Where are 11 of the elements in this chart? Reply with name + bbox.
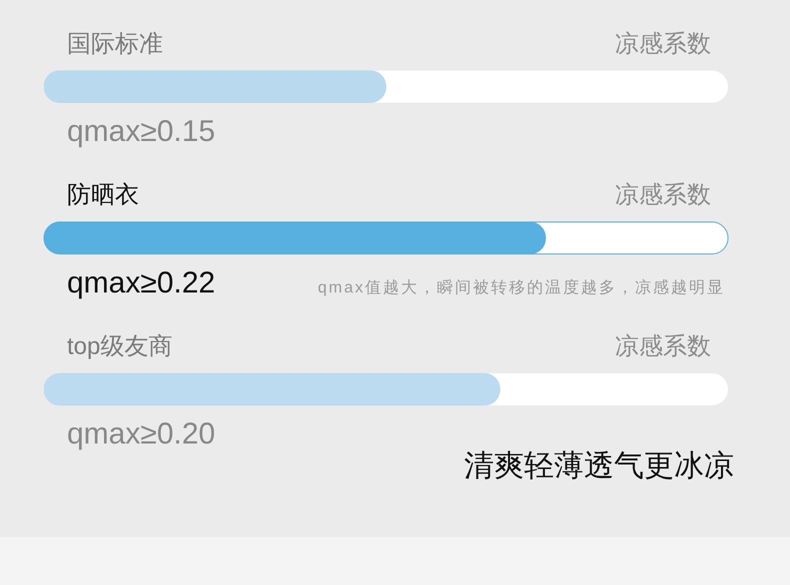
y-tick-label: 防晒衣 (67, 182, 139, 209)
data-label: qmax≥0.20 (67, 418, 216, 451)
y-tick-label: top级友商 (67, 332, 172, 360)
y-tick-label: 国际标准 (67, 30, 163, 58)
annotation: qmax值越大，瞬间被转移的温度越多，凉感越明显 (318, 278, 725, 296)
x-axis-title: 凉感系数 (615, 30, 711, 58)
data-label: qmax≥0.22 (67, 266, 216, 300)
annotation: 清爽轻薄透气更冰凉 (464, 449, 734, 482)
data-label: qmax≥0.15 (67, 114, 216, 148)
text: 凉感系数 (615, 332, 711, 360)
text: 凉感系数 (615, 182, 711, 209)
